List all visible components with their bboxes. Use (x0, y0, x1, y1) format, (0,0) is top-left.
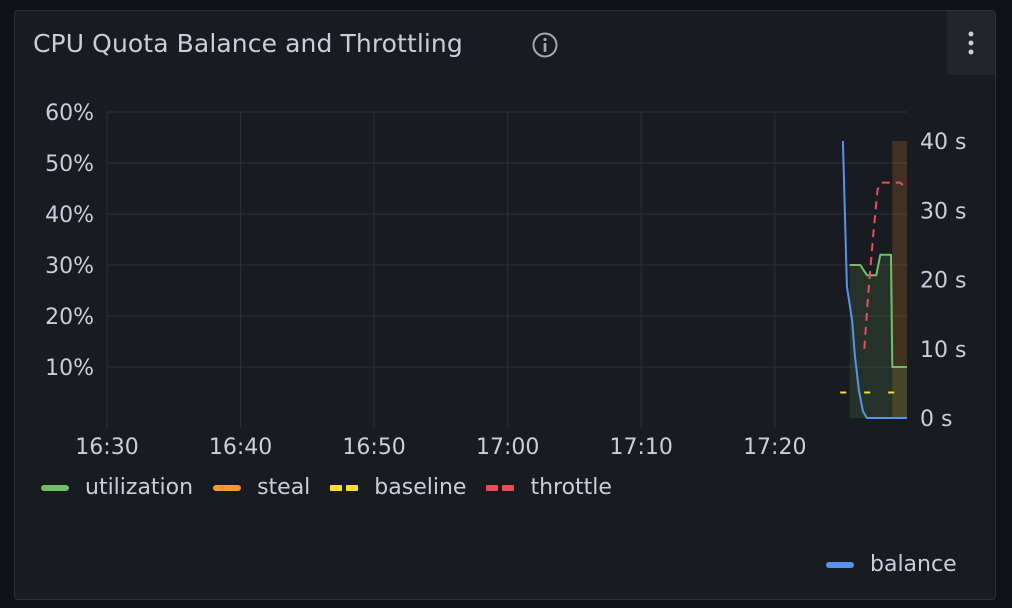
legend-item-balance[interactable]: balance (826, 552, 957, 577)
throttle-fill-band (892, 141, 907, 418)
panel: CPU Quota Balance and Throttling utiliza… (14, 10, 996, 600)
legend-label: throttle (530, 475, 612, 500)
y-right-tick-label: 30 s (920, 199, 966, 224)
throttle-series-line (863, 181, 908, 349)
utilization-swatch (41, 484, 69, 491)
balance-series-line (841, 140, 907, 419)
kebab-menu-icon (968, 31, 974, 55)
legend-label: balance (870, 552, 957, 577)
legend-label: baseline (374, 475, 467, 500)
legend-item-utilization[interactable]: utilization (41, 475, 193, 500)
y-left-tick-label: 20% (45, 305, 94, 330)
y-left-tick-label: 60% (45, 101, 94, 126)
legend: utilization steal baseline throttle (41, 475, 612, 500)
balance-swatch (826, 561, 854, 568)
x-tick-label: 16:40 (209, 435, 272, 460)
y-left-tick-label: 50% (45, 152, 94, 177)
legend-label: steal (257, 475, 311, 500)
y-left-tick-label: 40% (45, 203, 94, 228)
legend-item-baseline[interactable]: baseline (330, 475, 466, 500)
utilization-series-area (849, 254, 907, 418)
x-tick-label: 17:00 (476, 435, 539, 460)
steal-swatch (213, 484, 242, 491)
x-tick-label: 17:20 (743, 435, 806, 460)
info-circle-icon[interactable] (531, 31, 559, 59)
y-right-tick-label: 10 s (920, 338, 966, 363)
throttle-swatch (486, 484, 515, 491)
utilization-series-line (849, 253, 907, 368)
legend-item-throttle[interactable]: throttle (486, 475, 612, 500)
y-right-tick-label: 40 s (920, 130, 966, 155)
x-tick-label: 16:50 (342, 435, 405, 460)
y-left-tick-label: 30% (45, 254, 94, 279)
panel-menu-button[interactable] (947, 11, 995, 75)
legend-label: utilization (85, 475, 194, 500)
legend-item-steal[interactable]: steal (213, 475, 310, 500)
y-right-tick-label: 0 s (920, 407, 952, 432)
x-tick-label: 17:10 (610, 435, 673, 460)
x-tick-label: 16:30 (75, 435, 138, 460)
y-right-tick-label: 20 s (920, 269, 966, 294)
y-left-tick-label: 10% (45, 356, 94, 381)
baseline-swatch (330, 484, 359, 491)
panel-title: CPU Quota Balance and Throttling (33, 29, 463, 58)
